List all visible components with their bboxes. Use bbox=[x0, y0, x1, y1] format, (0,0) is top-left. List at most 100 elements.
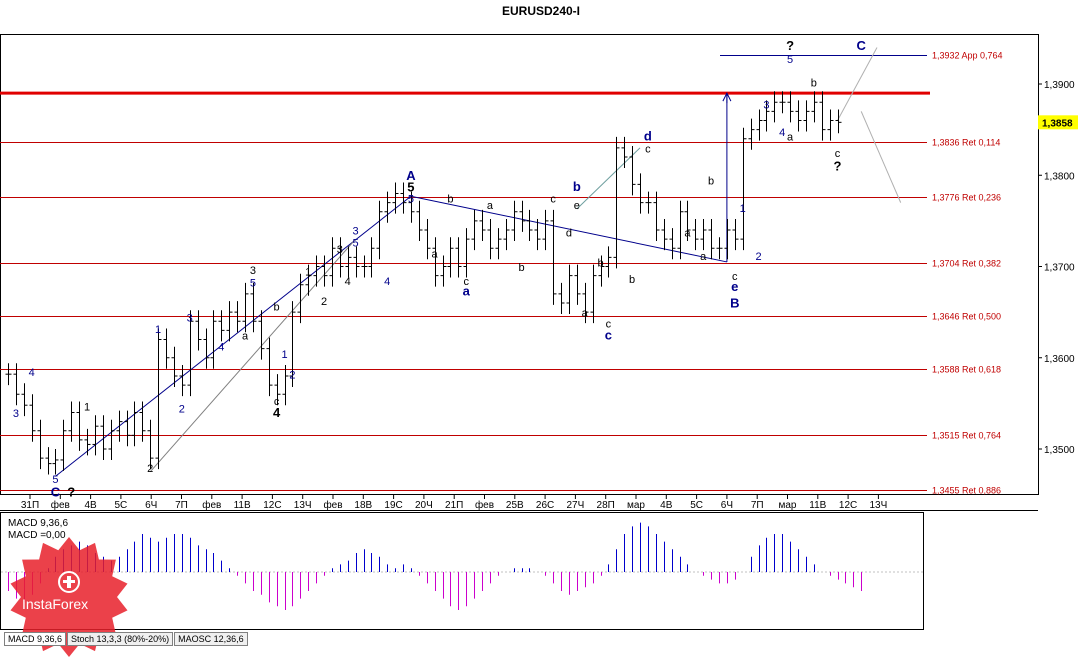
ohlc-bar bbox=[274, 374, 281, 406]
wave-label: 4 bbox=[345, 276, 351, 288]
logo-text: InstaForex bbox=[22, 596, 89, 612]
ohlc-bar bbox=[645, 191, 652, 214]
ohlc-bar bbox=[748, 118, 755, 150]
ohlc-bar bbox=[52, 449, 59, 475]
wave-label: a bbox=[463, 284, 471, 299]
wave-label: 2 bbox=[321, 296, 327, 308]
ohlc-bar bbox=[392, 182, 399, 214]
x-tick-label: фев bbox=[323, 499, 342, 511]
ohlc-bar bbox=[408, 191, 415, 223]
ohlc-bar bbox=[258, 310, 265, 360]
x-tick-label: 5С bbox=[115, 500, 128, 511]
arrow-up-icon bbox=[722, 92, 732, 104]
wave-label: 4 bbox=[779, 127, 785, 139]
ohlc-bar bbox=[116, 410, 123, 442]
wave-label: 1 bbox=[305, 267, 311, 279]
x-tick-label: 18В bbox=[354, 500, 372, 511]
x-tick-label: фев bbox=[51, 499, 70, 511]
ohlc-bar bbox=[542, 209, 549, 251]
wave-label: b bbox=[447, 194, 453, 206]
ohlc-bar bbox=[297, 273, 304, 324]
ohlc-bar bbox=[526, 209, 533, 241]
ohlc-bar bbox=[266, 337, 273, 397]
wave-label: 5 bbox=[353, 237, 359, 249]
ohlc-bar bbox=[242, 282, 249, 333]
ohlc-bar bbox=[5, 363, 12, 386]
wave-trendline bbox=[149, 238, 356, 473]
ohlc-bar bbox=[384, 191, 391, 223]
fib-level-label: 1,3515 Ret 0,764 bbox=[932, 431, 1001, 441]
wave-label: c bbox=[274, 396, 280, 408]
wave-label: a bbox=[487, 200, 494, 212]
wave-label: a bbox=[432, 248, 439, 260]
wave-trendline bbox=[837, 47, 878, 121]
ohlc-bar bbox=[503, 219, 510, 251]
macd-value-label: MACD =0,00 bbox=[8, 530, 66, 541]
ohlc-bar bbox=[440, 255, 447, 287]
ohlc-bar bbox=[471, 209, 478, 251]
wave-label: b bbox=[573, 179, 581, 194]
ohlc-bar bbox=[131, 401, 138, 447]
indicator-tab[interactable]: MACD 9,36,6 bbox=[4, 632, 67, 646]
x-tick-label: 7П bbox=[175, 500, 188, 511]
indicator-tab[interactable]: Stoch 13,3,3 (80%-20%) bbox=[67, 632, 174, 646]
wave-label: 3 bbox=[13, 408, 19, 420]
x-tick-label: 13Ч bbox=[870, 500, 888, 511]
instaforex-logo bbox=[10, 537, 128, 657]
ohlc-bar bbox=[139, 401, 146, 442]
ohlc-bar bbox=[282, 365, 289, 406]
indicator-tab[interactable]: MAOSC 12,36,6 bbox=[174, 632, 248, 646]
ohlc-bar bbox=[187, 310, 194, 397]
x-tick-label: 5С bbox=[690, 500, 703, 511]
wave-label: b bbox=[629, 274, 635, 286]
ohlc-bar bbox=[534, 219, 541, 251]
wave-label: 1 bbox=[281, 349, 287, 361]
ohlc-bar bbox=[424, 219, 431, 260]
ohlc-bar bbox=[558, 282, 565, 314]
wave-label: 3 bbox=[337, 244, 343, 256]
ohlc-bar bbox=[550, 209, 557, 305]
ohlc-bar bbox=[226, 301, 233, 342]
wave-label: b bbox=[811, 78, 817, 90]
ohlc-bar bbox=[289, 301, 296, 387]
ohlc-bar bbox=[653, 191, 660, 241]
wave-label: 2 bbox=[289, 370, 295, 382]
ohlc-bar bbox=[361, 255, 368, 278]
wave-label: 4 bbox=[218, 341, 224, 353]
ohlc-bar bbox=[416, 200, 423, 241]
wave-label: ? bbox=[786, 38, 794, 53]
x-tick-label: 28П bbox=[597, 500, 615, 511]
x-tick-label: 21П bbox=[445, 500, 463, 511]
x-tick-label: 12С bbox=[839, 500, 857, 511]
x-tick-label: 11В bbox=[809, 500, 826, 511]
ohlc-bar bbox=[21, 383, 28, 417]
ohlc-bar bbox=[345, 246, 352, 278]
ohlc-bar bbox=[171, 346, 178, 387]
wave-trendline bbox=[410, 195, 728, 263]
ohlc-bar bbox=[763, 100, 770, 132]
logo-emblem-icon bbox=[58, 571, 80, 593]
indicator-panel bbox=[0, 512, 924, 630]
ohlc-bar bbox=[495, 228, 502, 260]
wave-label: a bbox=[242, 331, 249, 343]
wave-label: d bbox=[644, 129, 652, 144]
current-price-badge: 1,3858 bbox=[1038, 115, 1078, 130]
ohlc-bar bbox=[432, 237, 439, 287]
wave-label: c bbox=[732, 271, 738, 283]
ohlc-bar bbox=[574, 264, 581, 305]
wave-label: 1 bbox=[84, 402, 90, 414]
wave-label: b bbox=[274, 301, 280, 313]
wave-label: c bbox=[550, 194, 556, 206]
ohlc-bar bbox=[163, 328, 170, 369]
wave-label: 3 bbox=[187, 312, 193, 324]
x-tick-label: 13Ч bbox=[294, 500, 312, 511]
ohlc-bar bbox=[803, 100, 810, 132]
x-tick-label: 6Ч bbox=[721, 500, 733, 511]
ohlc-bar bbox=[479, 209, 486, 241]
ohlc-bar bbox=[740, 127, 747, 251]
ohlc-bar bbox=[455, 237, 462, 278]
wave-label: a bbox=[787, 132, 794, 144]
macd-label: MACD 9,36,6 bbox=[8, 518, 68, 529]
ohlc-bar bbox=[637, 173, 644, 214]
wave-label: ? bbox=[67, 484, 75, 499]
